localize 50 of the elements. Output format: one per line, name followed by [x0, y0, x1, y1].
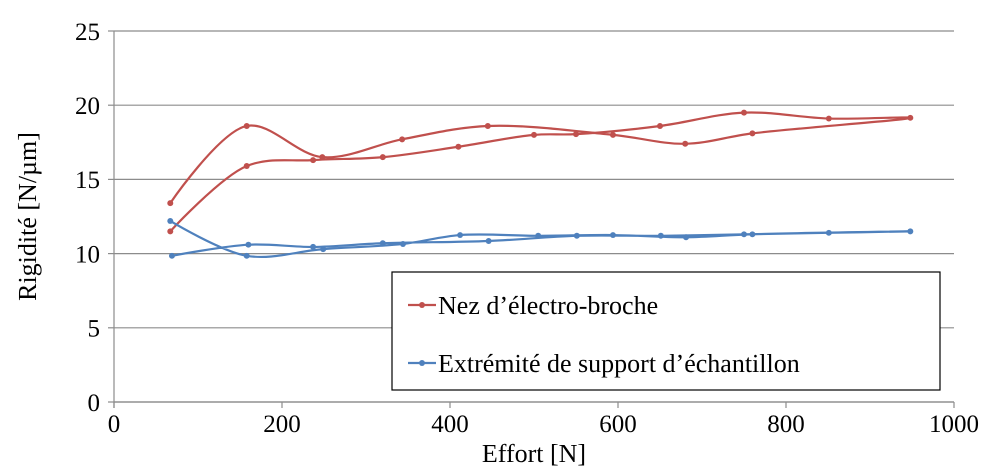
x-tick-label: 400 — [431, 411, 469, 438]
point — [749, 130, 756, 136]
point — [573, 131, 579, 138]
point — [310, 157, 316, 164]
x-tick-label: 600 — [599, 411, 637, 438]
point — [484, 122, 491, 129]
point — [749, 231, 756, 238]
point — [682, 140, 688, 147]
point — [610, 232, 616, 238]
x-axis-title: Effort [N] — [482, 439, 586, 468]
point — [457, 232, 464, 238]
point — [486, 238, 492, 244]
y-tick-label: 25 — [75, 18, 100, 46]
point — [245, 242, 252, 248]
point — [244, 252, 250, 259]
point — [531, 132, 537, 138]
point — [167, 218, 174, 224]
point — [741, 231, 747, 238]
y-tick-label: 20 — [75, 92, 100, 120]
y-axis-title: Rigidité [N/µm] — [13, 132, 42, 301]
point — [658, 232, 664, 239]
y-tick-label: 0 — [88, 390, 100, 417]
point — [167, 228, 174, 234]
point — [244, 163, 250, 170]
point — [826, 116, 832, 122]
point — [907, 114, 914, 121]
x-tick-label: 0 — [108, 411, 120, 438]
point — [244, 122, 250, 129]
point — [657, 122, 663, 129]
point — [310, 244, 316, 250]
point — [907, 228, 914, 234]
point — [168, 252, 175, 259]
point — [741, 110, 747, 116]
point — [167, 200, 174, 206]
point — [574, 232, 580, 239]
point — [610, 132, 616, 138]
y-tick-label: 10 — [75, 241, 100, 268]
x-tick-label: 1000 — [929, 411, 979, 438]
legend-label: Extrémité de support d’échantillon — [438, 349, 800, 378]
point — [455, 144, 462, 150]
point — [400, 240, 406, 247]
point — [380, 154, 386, 160]
legend-label: Nez d’électro-broche — [438, 291, 658, 320]
x-tick-label: 800 — [767, 411, 805, 438]
y-tick-label: 15 — [75, 167, 100, 194]
y-tick-label: 5 — [88, 316, 100, 343]
point — [826, 230, 832, 236]
point — [683, 234, 690, 240]
point — [399, 136, 406, 142]
x-tick-label: 200 — [263, 411, 301, 438]
